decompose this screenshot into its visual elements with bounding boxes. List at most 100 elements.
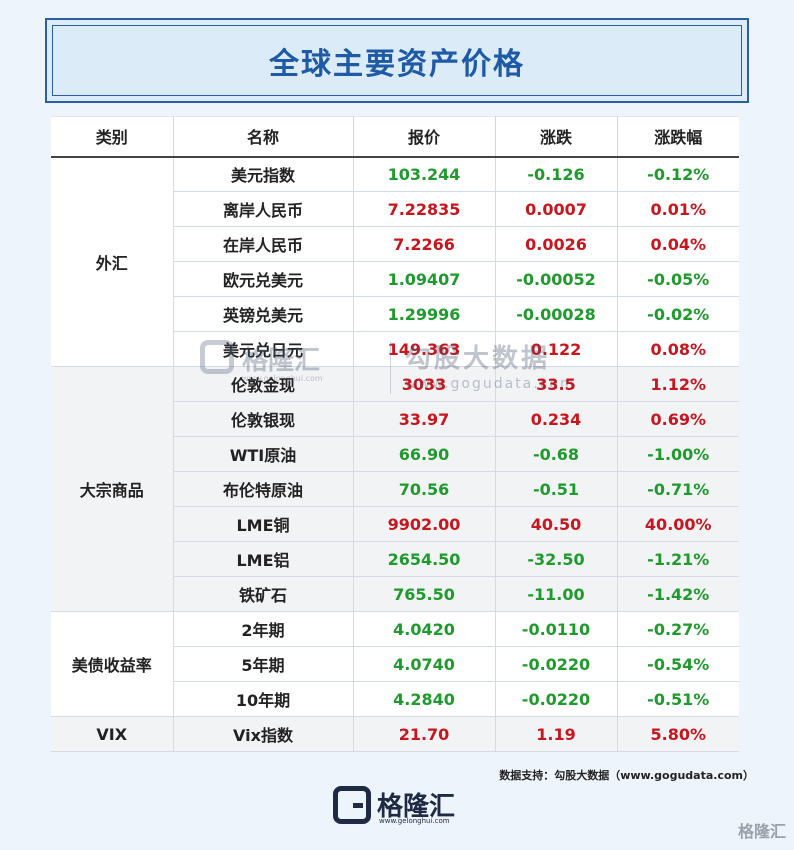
- change-pct-cell: 0.04%: [617, 226, 739, 262]
- table-row: 美债收益率 2年期 4.0420 -0.0110 -0.27%: [51, 611, 739, 717]
- table-row: 伦敦银现 33.97 0.234 0.69%: [51, 401, 739, 437]
- asset-name-cell: 英镑兑美元: [173, 296, 354, 332]
- title-banner: 全球主要资产价格: [45, 18, 749, 103]
- change-pct-cell: 1.12%: [617, 366, 739, 402]
- asset-name-cell: 在岸人民币: [173, 226, 354, 262]
- table-row: 英镑兑美元 1.29996 -0.00028 -0.02%: [51, 296, 739, 332]
- asset-price-table: 类别 名称 报价 涨跌 涨跌幅 外汇 美元指数 103.244 -0.126 -0.12…: [51, 116, 739, 752]
- source-note: 数据支持：勾股大数据（www.gogudata.com）: [499, 769, 754, 782]
- table-row: 铁矿石 765.50 -11.00 -1.42%: [51, 576, 739, 612]
- asset-name-cell: 伦敦金现: [173, 366, 354, 402]
- change-cell: 0.234: [495, 401, 618, 437]
- change-pct-cell: 0.69%: [617, 401, 739, 437]
- table-header-row: 类别 名称 报价 涨跌 涨跌幅: [51, 116, 739, 158]
- change-cell: -0.0220: [495, 646, 618, 682]
- change-cell: 0.0007: [495, 191, 618, 227]
- change-pct-cell: 5.80%: [617, 716, 739, 752]
- change-pct-cell: -0.51%: [617, 681, 739, 717]
- asset-name-cell: 5年期: [173, 646, 354, 682]
- table-row: 外汇 美元指数 103.244 -0.126 -0.12%: [51, 156, 739, 367]
- change-pct-cell: 40.00%: [617, 506, 739, 542]
- price-cell: 9902.00: [353, 506, 496, 542]
- title-frame: 全球主要资产价格: [52, 25, 742, 96]
- asset-name-cell: 伦敦银现: [173, 401, 354, 437]
- price-cell: 3033: [353, 366, 496, 402]
- asset-name-cell: 美元指数: [173, 156, 354, 192]
- price-cell: 1.09407: [353, 261, 496, 297]
- price-cell: 765.50: [353, 576, 496, 612]
- change-cell: -0.00052: [495, 261, 618, 297]
- table-row: 大宗商品 伦敦金现 3033 33.5 1.12%: [51, 366, 739, 612]
- change-pct-cell: -1.42%: [617, 576, 739, 612]
- change-pct-cell: -0.05%: [617, 261, 739, 297]
- footer-logo: 格隆汇 www.gelonghui.com: [333, 784, 473, 826]
- table-row: 欧元兑美元 1.09407 -0.00052 -0.05%: [51, 261, 739, 297]
- change-pct-cell: -1.00%: [617, 436, 739, 472]
- gelonghui-logo-icon: [333, 786, 371, 824]
- table-row: 5年期 4.0740 -0.0220 -0.54%: [51, 646, 739, 682]
- corner-watermark: 格隆汇: [737, 822, 786, 841]
- asset-name-cell: 铁矿石: [173, 576, 354, 612]
- change-pct-cell: 0.01%: [617, 191, 739, 227]
- asset-name-cell: 10年期: [173, 681, 354, 717]
- table-row: LME铜 9902.00 40.50 40.00%: [51, 506, 739, 542]
- price-cell: 2654.50: [353, 541, 496, 577]
- change-pct-cell: -0.12%: [617, 156, 739, 192]
- header-change: 涨跌: [495, 116, 618, 158]
- change-cell: -0.0220: [495, 681, 618, 717]
- asset-name-cell: 2年期: [173, 611, 354, 647]
- change-pct-cell: -0.54%: [617, 646, 739, 682]
- change-cell: -0.51: [495, 471, 618, 507]
- table-body: 外汇 美元指数 103.244 -0.126 -0.12% 离岸人民币 7.22835 0.0…: [51, 156, 739, 752]
- change-cell: 0.0026: [495, 226, 618, 262]
- price-cell: 149.363: [353, 331, 496, 367]
- table-row: 离岸人民币 7.22835 0.0007 0.01%: [51, 191, 739, 227]
- asset-name-cell: WTI原油: [173, 436, 354, 472]
- table-row: VIX Vix指数 21.70 1.19 5.80%: [51, 716, 739, 752]
- change-cell: 0.122: [495, 331, 618, 367]
- header-price: 报价: [353, 116, 496, 158]
- header-change-pct: 涨跌幅: [617, 116, 739, 158]
- change-pct-cell: -0.27%: [617, 611, 739, 647]
- change-pct-cell: 0.08%: [617, 331, 739, 367]
- page-title: 全球主要资产价格: [269, 46, 525, 82]
- asset-name-cell: LME铜: [173, 506, 354, 542]
- footer-logo-url: www.gelonghui.com: [379, 817, 450, 825]
- table-row: 在岸人民币 7.2266 0.0026 0.04%: [51, 226, 739, 262]
- change-cell: -0.0110: [495, 611, 618, 647]
- change-pct-cell: -1.21%: [617, 541, 739, 577]
- change-pct-cell: -0.02%: [617, 296, 739, 332]
- change-cell: 33.5: [495, 366, 618, 402]
- change-cell: -0.00028: [495, 296, 618, 332]
- change-cell: -11.00: [495, 576, 618, 612]
- change-cell: 40.50: [495, 506, 618, 542]
- price-cell: 103.244: [353, 156, 496, 192]
- header-name: 名称: [173, 116, 354, 158]
- change-cell: -0.126: [495, 156, 618, 192]
- price-cell: 1.29996: [353, 296, 496, 332]
- footer-logo-name: 格隆汇: [377, 792, 456, 822]
- table-row: 美元兑日元 149.363 0.122 0.08%: [51, 331, 739, 367]
- table-row: LME铝 2654.50 -32.50 -1.21%: [51, 541, 739, 577]
- asset-name-cell: 欧元兑美元: [173, 261, 354, 297]
- category-cell: VIX: [51, 716, 174, 752]
- table-row: WTI原油 66.90 -0.68 -1.00%: [51, 436, 739, 472]
- change-pct-cell: -0.71%: [617, 471, 739, 507]
- change-cell: -32.50: [495, 541, 618, 577]
- price-cell: 4.0420: [353, 611, 496, 647]
- price-cell: 21.70: [353, 716, 496, 752]
- change-cell: 1.19: [495, 716, 618, 752]
- price-cell: 4.2840: [353, 681, 496, 717]
- change-cell: -0.68: [495, 436, 618, 472]
- asset-name-cell: 美元兑日元: [173, 331, 354, 367]
- category-cell: 大宗商品: [51, 366, 174, 612]
- table-row: 10年期 4.2840 -0.0220 -0.51%: [51, 681, 739, 717]
- asset-name-cell: 布伦特原油: [173, 471, 354, 507]
- price-cell: 7.22835: [353, 191, 496, 227]
- price-cell: 66.90: [353, 436, 496, 472]
- table-row: 布伦特原油 70.56 -0.51 -0.71%: [51, 471, 739, 507]
- price-cell: 4.0740: [353, 646, 496, 682]
- price-cell: 33.97: [353, 401, 496, 437]
- price-cell: 7.2266: [353, 226, 496, 262]
- asset-name-cell: 离岸人民币: [173, 191, 354, 227]
